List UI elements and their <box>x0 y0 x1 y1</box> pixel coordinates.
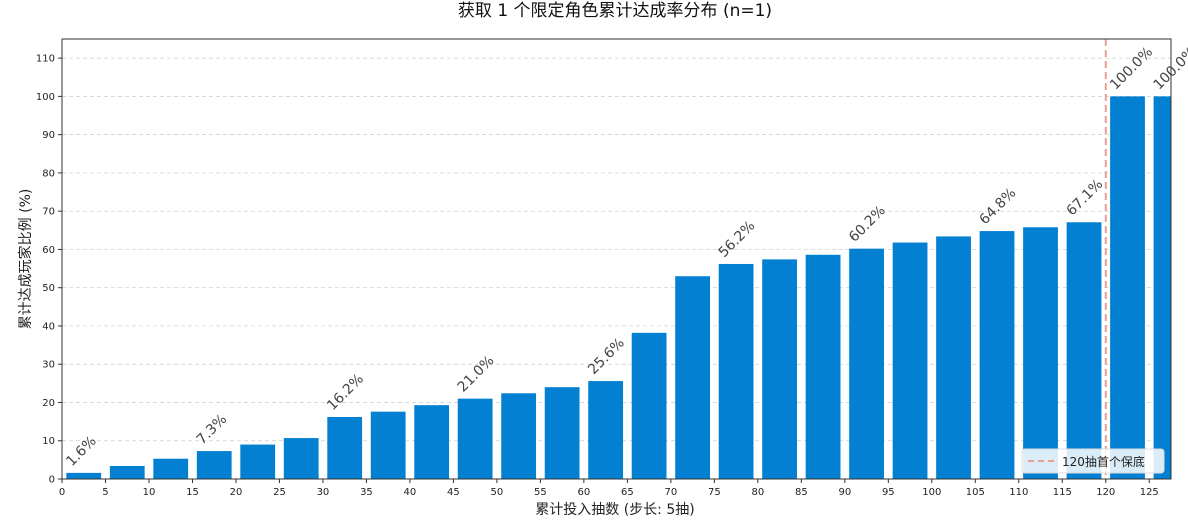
grid <box>62 57 1171 442</box>
x-tick-label: 45 <box>447 487 460 498</box>
x-tick-label: 70 <box>664 487 677 498</box>
y-tick-label: 90 <box>42 130 55 141</box>
bar <box>1110 96 1145 480</box>
y-tick-label: 0 <box>49 475 55 486</box>
x-tick-label: 10 <box>143 487 156 498</box>
bar <box>675 276 711 479</box>
bar <box>66 472 102 479</box>
y-tick-label: 80 <box>42 168 55 179</box>
data-label: 100.0% <box>1107 44 1156 93</box>
data-label: 67.1% <box>1064 176 1107 219</box>
bar <box>457 398 493 479</box>
bar <box>1023 227 1058 479</box>
x-tick-label: 110 <box>1009 487 1028 498</box>
data-label: 16.2% <box>324 371 367 414</box>
data-label: 25.6% <box>585 335 628 378</box>
x-tick-label: 5 <box>102 487 108 498</box>
bar <box>979 231 1015 479</box>
x-tick-label: 55 <box>534 487 547 498</box>
bar <box>370 411 406 479</box>
y-tick-label: 40 <box>42 321 55 332</box>
bar <box>1153 96 1171 480</box>
y-axis-ticks: 0 10 20 30 40 50 60 70 80 90 100 110 <box>36 54 62 486</box>
x-tick-label: 75 <box>708 487 721 498</box>
x-tick-label: 120 <box>1096 487 1115 498</box>
x-tick-label: 0 <box>59 487 65 498</box>
x-axis-label: 累计投入抽数 (步长: 5抽) <box>535 502 694 518</box>
bar <box>762 259 797 479</box>
x-axis-ticks: 0 5 10 15 20 25 30 35 40 45 50 55 60 65 70 75 80 85 90 95 10… <box>59 479 1159 498</box>
x-tick-label: 30 <box>317 487 330 498</box>
x-tick-label: 15 <box>186 487 199 498</box>
y-tick-label: 20 <box>42 398 55 409</box>
y-tick-label: 10 <box>42 436 55 447</box>
x-tick-label: 60 <box>578 487 591 498</box>
x-tick-label: 25 <box>273 487 286 498</box>
data-label: 60.2% <box>846 203 889 246</box>
x-tick-label: 80 <box>751 487 764 498</box>
x-tick-label: 115 <box>1053 487 1072 498</box>
chart-title: 获取 1 个限定角色累计达成率分布 (n=1) <box>458 1 772 21</box>
y-tick-label: 100 <box>36 92 55 103</box>
x-tick-label: 20 <box>230 487 243 498</box>
bar <box>936 236 971 479</box>
x-tick-label: 125 <box>1140 487 1159 498</box>
bar <box>327 417 363 479</box>
bar <box>501 393 537 479</box>
bars <box>66 96 1171 480</box>
bar <box>588 381 624 479</box>
bar <box>240 444 276 479</box>
bar <box>283 438 319 479</box>
bar <box>109 465 145 479</box>
x-tick-label: 90 <box>838 487 851 498</box>
x-tick-label: 50 <box>491 487 504 498</box>
data-label: 56.2% <box>716 218 759 261</box>
bar <box>805 254 841 479</box>
y-tick-label: 60 <box>42 245 55 256</box>
y-tick-label: 110 <box>36 54 55 65</box>
data-label: 100.0% <box>1151 44 1188 93</box>
data-label: 64.8% <box>977 185 1020 228</box>
y-tick-label: 70 <box>42 207 55 218</box>
x-tick-label: 85 <box>795 487 808 498</box>
data-label: 1.6% <box>63 433 99 469</box>
data-labels: 1.6% 7.3% 16.2% 21.0% 25.6% 56.2% 60.2% 64.8% 67… <box>63 44 1188 470</box>
y-tick-label: 50 <box>42 283 55 294</box>
x-tick-label: 100 <box>922 487 941 498</box>
x-tick-label: 40 <box>404 487 417 498</box>
x-tick-label: 65 <box>621 487 634 498</box>
bar <box>153 458 189 479</box>
legend-label: 120抽首个保底 <box>1062 454 1145 469</box>
legend: 120抽首个保底 <box>1021 448 1165 474</box>
bar <box>544 387 580 479</box>
bar <box>718 263 754 479</box>
x-tick-label: 95 <box>882 487 895 498</box>
bar <box>196 451 232 479</box>
bar <box>1066 222 1102 479</box>
y-tick-label: 30 <box>42 360 55 371</box>
legend-box <box>1021 448 1165 474</box>
plot-frame <box>61 38 1172 480</box>
data-label: 7.3% <box>194 411 230 447</box>
data-label: 21.0% <box>455 353 498 396</box>
bar <box>892 242 928 479</box>
bar <box>631 332 667 479</box>
x-tick-label: 105 <box>966 487 985 498</box>
bar <box>849 248 884 479</box>
y-axis-label: 累计达成玩家比例 (%) <box>17 189 34 330</box>
bar <box>414 405 450 479</box>
x-tick-label: 35 <box>360 487 373 498</box>
